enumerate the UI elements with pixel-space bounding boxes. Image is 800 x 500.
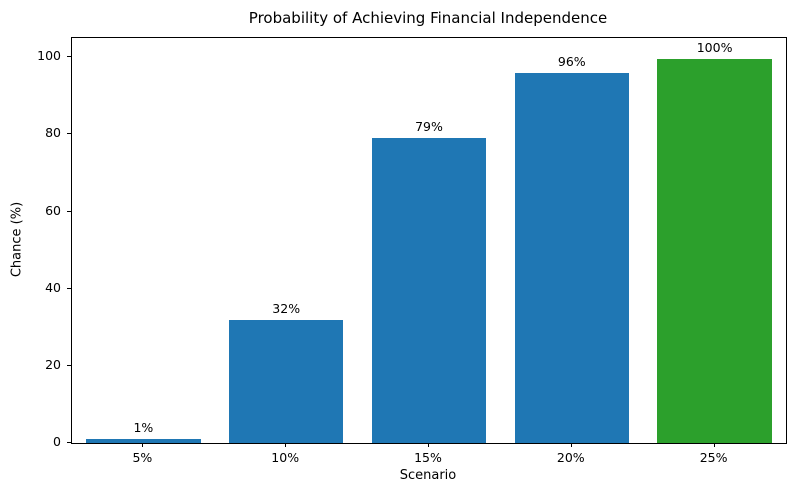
x-tick-mark <box>428 443 429 447</box>
x-axis-label: Scenario <box>399 468 457 483</box>
x-tick-label: 15% <box>414 450 442 465</box>
x-tick-mark <box>142 443 144 447</box>
plot-area: 1% 32% 79% 96% 100% <box>71 37 787 444</box>
bar-25% <box>657 59 772 443</box>
y-tick-label: 60 <box>45 202 61 218</box>
bar-value-label: 100% <box>696 40 733 56</box>
bar-value-label: 96% <box>557 53 586 69</box>
x-tick-label: 5% <box>132 450 153 465</box>
x-tick-label: 25% <box>699 450 728 465</box>
x-tick-mark <box>713 443 715 447</box>
y-tick-label: 80 <box>45 125 61 141</box>
y-tick-mark <box>67 56 71 58</box>
bar-value-label: 1% <box>133 420 154 436</box>
bar-value-label: 79% <box>415 119 443 135</box>
x-tick-label: 10% <box>271 450 300 465</box>
bar-value-label: 32% <box>272 300 301 316</box>
bar-10% <box>229 319 344 443</box>
y-tick-label: 100 <box>37 48 61 64</box>
y-tick-mark <box>67 442 71 443</box>
y-tick-mark <box>67 133 71 135</box>
y-tick-label: 20 <box>45 356 61 372</box>
chart-title: Probability of Achieving Financial Indep… <box>248 9 608 27</box>
x-tick-mark <box>570 443 572 447</box>
y-axis-label: Chance (%) <box>9 201 25 278</box>
bar-15% <box>371 138 487 443</box>
x-tick-label: 20% <box>556 450 585 465</box>
bar-20% <box>514 72 629 443</box>
bar-5% <box>86 439 201 443</box>
y-tick-label: 0 <box>53 434 61 449</box>
x-tick-mark <box>285 443 287 447</box>
y-tick-mark <box>67 287 71 289</box>
y-tick-mark <box>67 210 71 212</box>
y-tick-mark <box>67 364 71 366</box>
y-tick-label: 40 <box>45 279 61 295</box>
